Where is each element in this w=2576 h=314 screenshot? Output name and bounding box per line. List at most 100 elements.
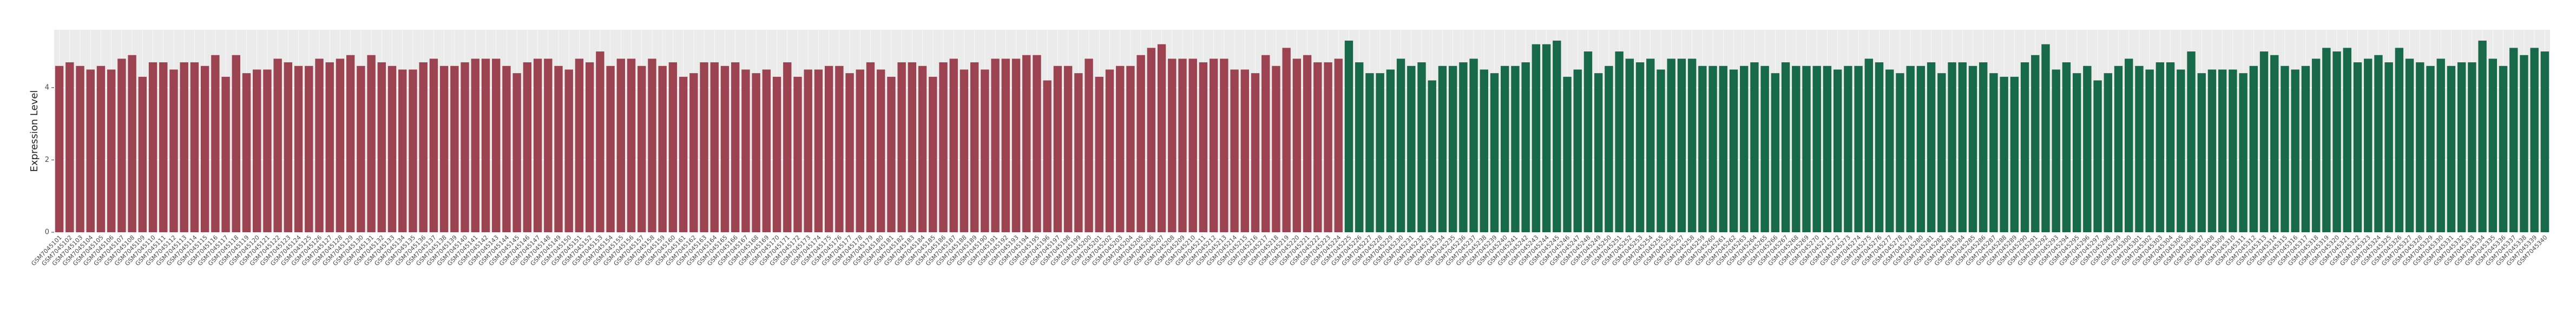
bar xyxy=(211,55,220,232)
bar xyxy=(1823,66,1832,233)
bar xyxy=(2093,80,2102,232)
bar xyxy=(398,69,407,232)
bar xyxy=(2135,66,2144,233)
bar xyxy=(1573,69,1582,232)
bar xyxy=(2187,51,2196,233)
bar xyxy=(273,58,282,232)
bar xyxy=(1376,73,1384,232)
bar xyxy=(221,76,230,233)
bar xyxy=(232,55,240,232)
bar xyxy=(616,58,625,232)
bar xyxy=(762,69,771,232)
bar xyxy=(492,58,501,232)
bar xyxy=(1563,76,1572,233)
bar xyxy=(357,66,365,233)
bar xyxy=(1583,51,1593,233)
bar xyxy=(1053,66,1062,233)
bar xyxy=(1521,62,1530,232)
plot-panel xyxy=(54,30,2550,232)
bar xyxy=(1396,58,1405,232)
bar xyxy=(1313,62,1322,232)
bar xyxy=(1740,66,1749,233)
bar xyxy=(1334,58,1343,232)
bar xyxy=(866,62,875,232)
bar xyxy=(2478,41,2487,233)
bar xyxy=(55,66,64,233)
bar xyxy=(2509,48,2518,233)
bar xyxy=(305,66,313,233)
bar xyxy=(835,66,844,233)
bar xyxy=(2166,62,2175,232)
bar xyxy=(1136,55,1145,232)
bar xyxy=(2259,51,2269,233)
bar xyxy=(2072,73,2081,232)
bar xyxy=(606,66,615,233)
bar xyxy=(679,76,688,233)
bar xyxy=(180,62,188,232)
bar xyxy=(2281,66,2289,233)
bar xyxy=(1989,73,1998,232)
bar xyxy=(564,69,573,232)
bar xyxy=(263,69,272,232)
bar xyxy=(1448,66,1457,233)
bar xyxy=(1220,58,1228,232)
bar xyxy=(1230,69,1239,232)
bar xyxy=(2488,58,2497,232)
bar xyxy=(148,62,157,232)
bar xyxy=(138,76,147,233)
bar xyxy=(804,69,812,232)
bar xyxy=(2031,55,2040,232)
bar xyxy=(1958,62,1967,232)
bar xyxy=(1792,66,1800,233)
bar xyxy=(533,58,542,232)
bar xyxy=(2083,66,2092,233)
bar xyxy=(1365,73,1374,232)
bar xyxy=(2104,73,2112,232)
bar xyxy=(1948,62,1956,232)
bar xyxy=(2301,66,2310,233)
bar xyxy=(700,62,708,232)
bar xyxy=(1719,66,1727,233)
bar xyxy=(949,58,958,232)
bar xyxy=(1553,41,1561,233)
bar xyxy=(450,66,459,233)
bar xyxy=(169,69,178,232)
y-tick-label: 0 xyxy=(45,228,49,237)
bar xyxy=(481,58,490,232)
bar xyxy=(1646,58,1655,232)
bar xyxy=(720,66,730,233)
bar xyxy=(1209,58,1218,232)
bar xyxy=(877,69,885,232)
bar xyxy=(1781,62,1790,232)
bar xyxy=(1001,58,1010,232)
bar xyxy=(2332,51,2341,233)
bar xyxy=(2426,66,2435,233)
bar xyxy=(315,58,324,232)
bar xyxy=(2374,55,2383,232)
bar xyxy=(1168,58,1177,232)
bar xyxy=(1292,58,1302,232)
bar xyxy=(387,66,397,233)
bar xyxy=(200,66,209,233)
bar xyxy=(242,73,251,232)
bar xyxy=(710,62,719,232)
bar xyxy=(638,66,646,233)
bar xyxy=(2156,62,2165,232)
bar xyxy=(1386,69,1395,232)
bar xyxy=(1490,73,1499,232)
bar xyxy=(1542,44,1551,232)
bar xyxy=(1116,66,1125,233)
bar xyxy=(544,58,553,232)
bar xyxy=(2207,69,2217,232)
bar xyxy=(1188,58,1197,232)
bar xyxy=(1105,69,1114,232)
bar xyxy=(2405,58,2414,232)
bar xyxy=(2249,66,2258,233)
bar xyxy=(1063,66,1073,233)
bar xyxy=(2218,69,2227,232)
bar xyxy=(1771,73,1780,232)
bar xyxy=(1355,62,1364,232)
bar xyxy=(1750,62,1759,232)
bar xyxy=(1657,69,1665,232)
bar xyxy=(461,62,469,232)
